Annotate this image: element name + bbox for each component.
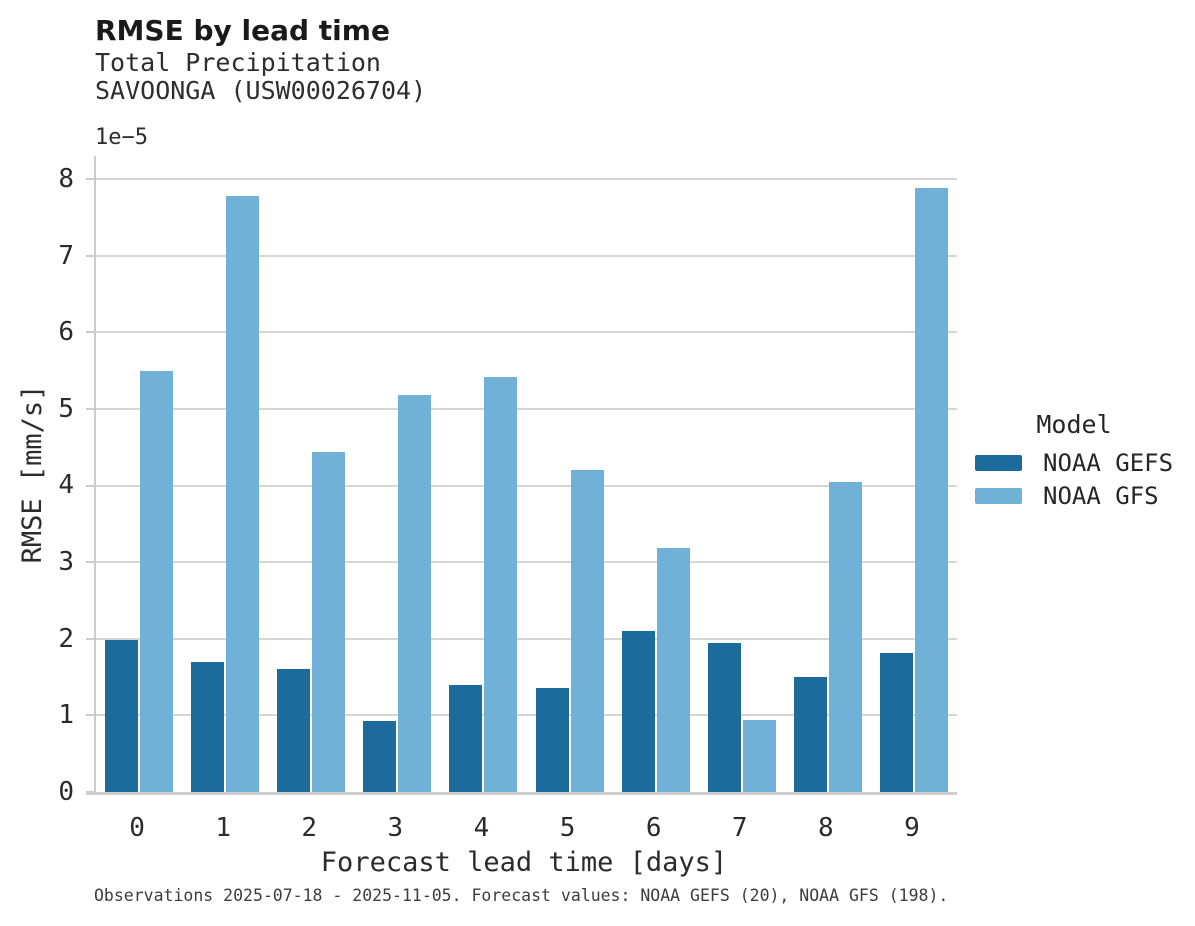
- y-axis-offset-label: 1e−5: [95, 125, 148, 150]
- legend-label-gefs: NOAA GEFS: [1043, 449, 1174, 477]
- gridline-y-7: [96, 254, 957, 257]
- bar-noaa-gefs-lead9: [879, 653, 913, 792]
- y-tick-mark-8: [86, 178, 94, 180]
- y-tick-label-5: 5: [58, 393, 74, 424]
- bar-noaa-gfs-lead3: [398, 395, 432, 792]
- y-tick-label-3: 3: [58, 547, 74, 578]
- bar-noaa-gfs-lead5: [570, 470, 604, 792]
- y-tick-mark-3: [86, 561, 94, 564]
- bar-noaa-gfs-lead2: [312, 451, 346, 792]
- y-tick-label-6: 6: [58, 317, 74, 348]
- chart-title: RMSE by lead time: [95, 14, 390, 47]
- y-tick-label-1: 1: [58, 700, 74, 731]
- y-tick-mark-6: [86, 331, 94, 334]
- x-tick-label-4: 4: [473, 813, 490, 843]
- legend-swatch-1: [975, 488, 1022, 504]
- x-axis-spine: [86, 792, 957, 795]
- bar-noaa-gfs-lead9: [914, 188, 948, 792]
- y-tick-mark-4: [86, 484, 94, 487]
- bar-noaa-gfs-lead1: [226, 195, 260, 792]
- gridline-y-6: [96, 331, 957, 334]
- y-tick-mark-5: [86, 407, 94, 410]
- x-axis-label: Forecast lead time [days]: [320, 847, 728, 878]
- legend-entry-gefs: NOAA GEFS: [975, 448, 1173, 478]
- x-tick-label-5: 5: [559, 813, 576, 843]
- x-tick-label-0: 0: [129, 813, 145, 843]
- bar-noaa-gfs-lead6: [656, 548, 690, 792]
- bar-noaa-gfs-lead7: [742, 719, 776, 792]
- gridline-y-1: [96, 714, 957, 717]
- y-tick-label-8: 8: [58, 163, 74, 194]
- x-tick-label-7: 7: [731, 813, 748, 843]
- y-tick-mark-7: [86, 254, 94, 257]
- bar-noaa-gefs-lead0: [105, 640, 139, 792]
- legend-label-gfs: NOAA GFS: [1043, 482, 1159, 510]
- bar-noaa-gefs-lead3: [363, 720, 397, 792]
- bar-noaa-gefs-lead5: [535, 687, 569, 792]
- x-tick-label-3: 3: [387, 813, 404, 843]
- bar-noaa-gfs-lead0: [140, 370, 174, 792]
- y-tick-mark-2: [86, 637, 94, 640]
- bar-noaa-gefs-lead6: [621, 631, 655, 792]
- y-tick-label-7: 7: [58, 240, 74, 271]
- x-tick-label-6: 6: [645, 813, 662, 843]
- legend: Model NOAA GEFS NOAA GFS: [975, 410, 1173, 514]
- y-tick-label-4: 4: [58, 470, 74, 501]
- y-tick-mark-1: [86, 714, 94, 717]
- y-tick-label-2: 2: [58, 623, 74, 654]
- y-tick-label-0: 0: [58, 777, 74, 807]
- x-tick-label-9: 9: [904, 813, 920, 843]
- legend-entry-gfs: NOAA GFS: [975, 481, 1173, 511]
- bar-noaa-gfs-lead4: [484, 376, 518, 792]
- x-tick-label-1: 1: [215, 813, 231, 843]
- bar-noaa-gefs-lead7: [707, 642, 741, 792]
- x-tick-label-2: 2: [301, 813, 318, 843]
- gridline-y-4: [96, 484, 957, 487]
- caption-footer: Observations 2025-07-18 - 2025-11-05. Fo…: [94, 886, 949, 905]
- legend-swatch-0: [975, 455, 1022, 471]
- bar-noaa-gfs-lead8: [828, 481, 862, 792]
- gridline-y-2: [96, 637, 957, 640]
- gridline-y-8: [96, 178, 957, 180]
- bar-noaa-gefs-lead4: [449, 684, 483, 792]
- plot-area: [86, 156, 957, 793]
- bar-noaa-gefs-lead2: [277, 669, 311, 792]
- gridline-y-3: [96, 561, 957, 564]
- chart-subtitle-station: SAVOONGA (USW00026704): [95, 76, 427, 105]
- gridline-y-5: [96, 407, 957, 410]
- chart-subtitle-variable: Total Precipitation: [95, 48, 381, 77]
- legend-title: Model: [1036, 410, 1112, 439]
- bar-noaa-gefs-lead8: [793, 677, 827, 792]
- x-tick-label-8: 8: [818, 813, 834, 843]
- bar-noaa-gefs-lead1: [191, 661, 225, 792]
